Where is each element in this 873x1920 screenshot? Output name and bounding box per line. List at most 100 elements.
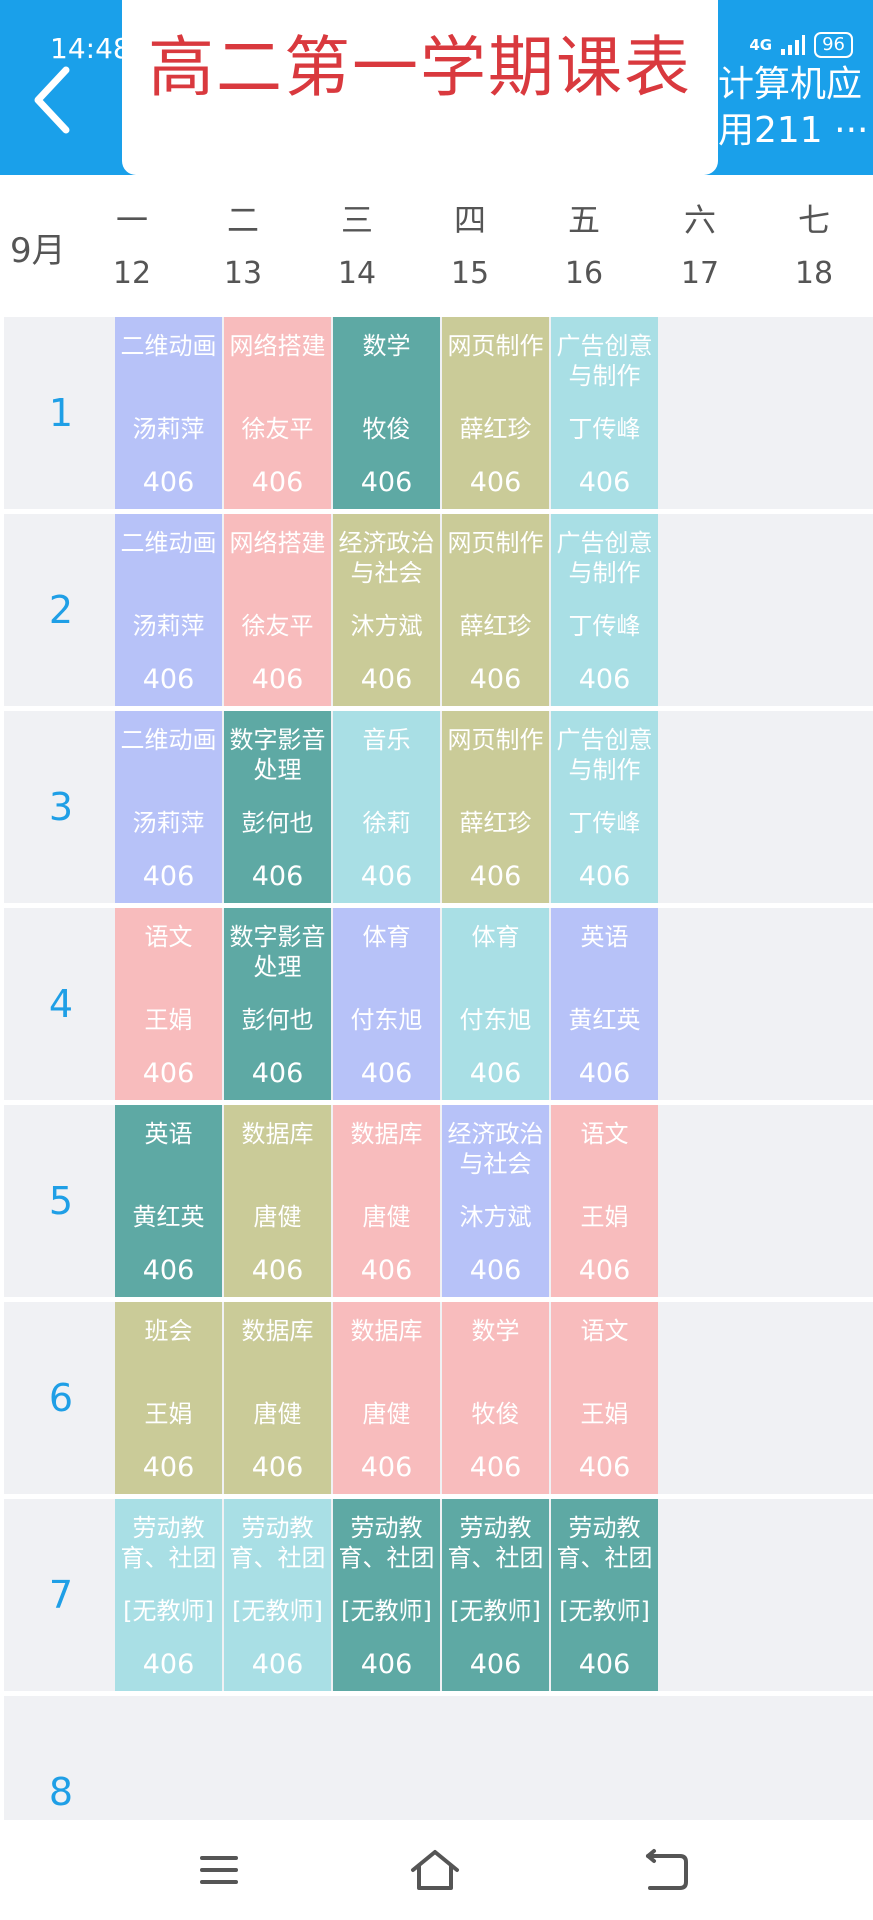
subject-name: 数字影音处理 [229,923,326,981]
teacher-name: 薛红珍 [459,415,532,443]
date-label: 14 [337,256,377,291]
class-cell[interactable]: 语文 王娟 406 [551,1302,658,1494]
class-cell[interactable]: 网络搭建 徐友平 406 [224,317,331,509]
class-cell[interactable]: 广告创意与制作 丁传峰 406 [551,711,658,903]
home-button[interactable] [405,1848,465,1892]
teacher-name: 徐友平 [241,612,314,640]
room-number: 406 [578,1649,631,1680]
teacher-name: 丁传峰 [568,415,641,443]
teacher-name: 王娟 [144,1006,193,1034]
class-cell[interactable]: 劳动教育、社团 [无教师] 406 [333,1499,440,1691]
class-cell[interactable]: 网页制作 薛红珍 406 [442,514,549,706]
room-number: 406 [142,664,195,695]
period-label: 6 [48,1376,74,1420]
class-cell[interactable]: 二维动画 汤莉萍 406 [115,514,222,706]
timetable-grid[interactable]: 1 2 3 4 5 6 7 8 二维动画 汤莉萍 406 网络搭建 徐友平 406 数学 牧俊 406 网页制作薛… [0,315,873,1820]
class-cell[interactable]: 语文 王娟 406 [115,908,222,1100]
class-cell[interactable]: 体育付东旭 406 [442,908,549,1100]
subject-name: 广告创意与制作 [556,529,653,587]
day-header-4: 四 15 [415,197,525,297]
weekday-label: 一 [115,201,148,239]
class-cell[interactable]: 网页制作 薛红珍 406 [442,317,549,509]
class-cell[interactable]: 数学 牧俊 406 [442,1302,549,1494]
teacher-name: 沐方斌 [459,1203,532,1231]
class-cell[interactable]: 数字影音处理 彭何也 406 [224,711,331,903]
teacher-name: 沐方斌 [350,612,423,640]
weekday-label: 二 [226,201,259,239]
period-label: 5 [48,1179,74,1223]
teacher-name: 王娟 [144,1400,193,1428]
teacher-name: [无教师] [450,1597,541,1625]
back-button[interactable] [28,60,98,150]
date-label: 18 [794,256,834,291]
weekday-label: 七 [797,201,830,239]
teacher-name: 王娟 [580,1203,629,1231]
teacher-name: 付东旭 [459,1006,532,1034]
back-nav-button[interactable] [636,1848,696,1892]
class-cell[interactable]: 劳动教育、社团 [无教师] 406 [442,1499,549,1691]
class-cell[interactable]: 经济政治与社会 沐方斌 406 [442,1105,549,1297]
class-cell[interactable]: 班会 王娟 406 [115,1302,222,1494]
subject-name: 数据库 [241,1120,314,1148]
subject-name: 网页制作 [447,332,544,360]
chevron-left-icon [34,66,70,134]
class-cell[interactable]: 体育 付东旭 406 [333,908,440,1100]
class-cell[interactable]: 二维动画 汤莉萍 406 [115,711,222,903]
subject-name: 体育 [471,923,520,951]
room-number: 406 [360,664,413,695]
period-label: 4 [48,982,74,1026]
subject-name: 数据库 [350,1317,423,1345]
class-cell[interactable]: 劳动教育、社团 [无教师] 406 [115,1499,222,1691]
period-row-8[interactable] [4,1696,873,1820]
class-cell[interactable]: 经济政治与社会 沐方斌 406 [333,514,440,706]
subject-name: 二维动画 [120,332,217,360]
class-cell[interactable]: 网络搭建 徐友平 406 [224,514,331,706]
period-label: 7 [48,1573,74,1617]
class-cell[interactable]: 英语 黄红英 406 [551,908,658,1100]
room-number: 406 [360,1255,413,1286]
class-cell[interactable]: 数据库 唐健 406 [224,1302,331,1494]
room-number: 406 [469,1058,522,1089]
date-label: 16 [564,256,604,291]
weekday-label: 四 [453,201,486,239]
class-cell[interactable]: 劳动教育、社团 [无教师] 406 [224,1499,331,1691]
class-cell[interactable]: 语文 王娟 406 [551,1105,658,1297]
class-cell[interactable]: 广告创意与制作 丁传峰 406 [551,514,658,706]
weekday-label: 五 [567,201,600,239]
class-cell[interactable]: 二维动画 汤莉萍 406 [115,317,222,509]
class-cell[interactable]: 数据库 唐健 406 [333,1302,440,1494]
subject-name: 数学 [362,332,411,360]
subject-name: 二维动画 [120,726,217,754]
system-nav-bar [0,1820,873,1920]
class-selector[interactable]: 计算机应 用211 ··· [718,62,873,154]
room-number: 406 [142,1058,195,1089]
subject-name: 英语 [144,1120,193,1148]
room-number: 406 [469,1649,522,1680]
menu-button[interactable] [190,1848,250,1892]
class-cell[interactable]: 数字影音处理 彭何也 406 [224,908,331,1100]
class-cell[interactable]: 劳动教育、社团 [无教师] 406 [551,1499,658,1691]
room-number: 406 [360,1649,413,1680]
subject-name: 广告创意与制作 [556,726,653,784]
room-number: 406 [251,1649,304,1680]
room-number: 406 [142,1649,195,1680]
subject-name: 数字影音处理 [229,726,326,784]
room-number: 406 [360,467,413,498]
class-cell[interactable]: 音乐 徐莉 406 [333,711,440,903]
class-cell[interactable]: 数据库 唐健 406 [224,1105,331,1297]
class-cell[interactable]: 数据库 唐健 406 [333,1105,440,1297]
class-cell[interactable]: 英语 黄红英 406 [115,1105,222,1297]
subject-name: 英语 [580,923,629,951]
date-label: 12 [112,256,152,291]
class-name-line2: 用211 ··· [718,110,869,151]
subject-name: 劳动教育、社团 [447,1514,544,1572]
class-cell[interactable]: 数学 牧俊 406 [333,317,440,509]
room-number: 406 [578,664,631,695]
weekday-label: 六 [683,201,716,239]
class-cell[interactable]: 网页制作 薛红珍 406 [442,711,549,903]
day-header-5: 五 16 [529,197,639,297]
class-cell[interactable]: 广告创意与制作 丁传峰 406 [551,317,658,509]
room-number: 406 [251,861,304,892]
subject-name: 劳动教育、社团 [556,1514,653,1572]
teacher-name: [无教师] [559,1597,650,1625]
